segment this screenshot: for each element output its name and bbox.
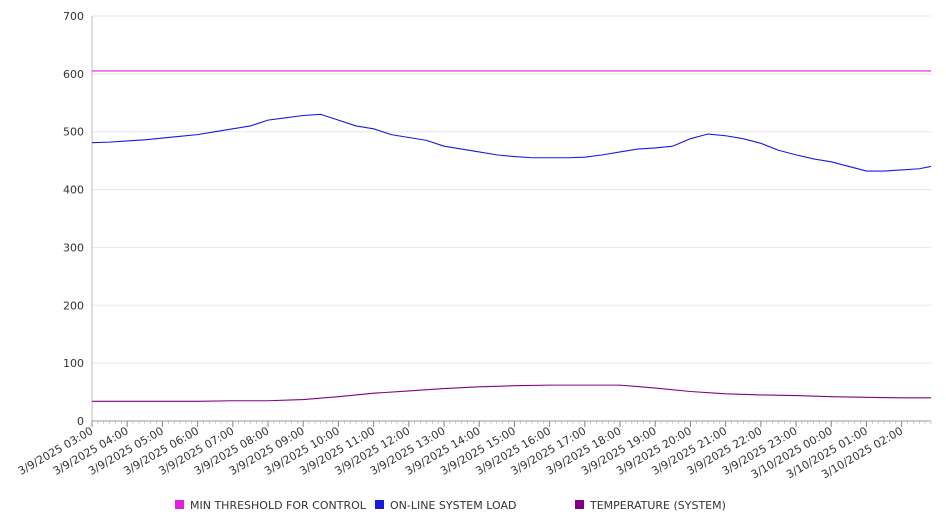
y-tick-label: 400 bbox=[63, 184, 84, 197]
legend-item: TEMPERATURE (SYSTEM) bbox=[575, 499, 726, 512]
legend-swatch bbox=[175, 500, 184, 509]
y-tick-label: 700 bbox=[63, 10, 84, 23]
legend-label: TEMPERATURE (SYSTEM) bbox=[589, 499, 726, 512]
y-tick-label: 0 bbox=[77, 415, 84, 428]
legend-item: MIN THRESHOLD FOR CONTROL bbox=[175, 499, 367, 512]
legend-label: MIN THRESHOLD FOR CONTROL bbox=[190, 499, 367, 512]
series-lines bbox=[91, 70, 932, 402]
legend-label: ON-LINE SYSTEM LOAD bbox=[390, 499, 516, 512]
series-line-2 bbox=[92, 384, 931, 402]
legend-swatch bbox=[575, 500, 584, 509]
legend: MIN THRESHOLD FOR CONTROL ON-LINE SYSTEM … bbox=[175, 499, 726, 512]
y-tick-label: 300 bbox=[63, 241, 84, 254]
y-tick-label: 500 bbox=[63, 126, 84, 139]
gridlines bbox=[92, 15, 931, 364]
y-tick-label: 200 bbox=[63, 299, 84, 312]
axes bbox=[91, 16, 932, 427]
series-line-1 bbox=[91, 113, 932, 172]
y-tick-label: 100 bbox=[63, 357, 84, 370]
legend-item: ON-LINE SYSTEM LOAD bbox=[375, 499, 516, 512]
legend-swatch bbox=[375, 500, 384, 509]
y-tick-label: 600 bbox=[63, 68, 84, 81]
x-axis-tick-labels: 3/9/2025 03:003/9/2025 04:003/9/2025 05:… bbox=[16, 424, 905, 481]
y-axis-tick-labels: 0 100 200 300 400 500 600 700 bbox=[63, 10, 84, 428]
